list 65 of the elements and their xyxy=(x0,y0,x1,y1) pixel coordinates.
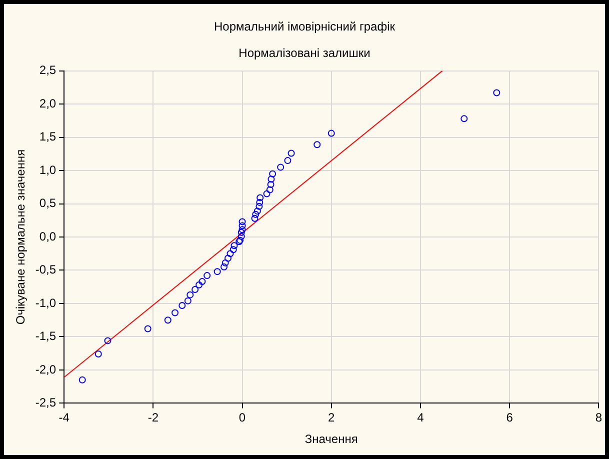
y-tick-label: 0,5 xyxy=(39,196,56,210)
point xyxy=(251,214,258,222)
point xyxy=(144,325,152,332)
y-tick-label: -2,5 xyxy=(35,396,56,410)
point xyxy=(268,176,275,183)
x-tick-label: 0 xyxy=(238,410,246,425)
x-axis-title: Значення xyxy=(304,432,358,446)
y-tick-label: 2,0 xyxy=(39,96,56,110)
point xyxy=(196,281,203,288)
chart-title: Нормальний імовірнісний графік xyxy=(214,20,396,34)
x-tick-label: -4 xyxy=(58,410,70,425)
point xyxy=(256,194,264,202)
point xyxy=(186,291,194,298)
point xyxy=(277,164,284,171)
x-tick-label: 4 xyxy=(417,410,424,425)
y-tick-label: -2,0 xyxy=(35,362,56,376)
point xyxy=(214,268,221,276)
point xyxy=(460,115,468,122)
point xyxy=(284,157,292,164)
point xyxy=(94,350,102,358)
y-tick-label: 1,0 xyxy=(39,162,56,177)
point xyxy=(226,250,234,258)
point xyxy=(256,198,264,206)
point xyxy=(267,180,274,188)
point xyxy=(256,202,263,210)
y-tick-label: -1,5 xyxy=(35,329,56,344)
chart-subtitle: Нормалізовані залишки xyxy=(238,46,370,60)
point xyxy=(269,170,276,178)
x-tick-label: 2 xyxy=(328,410,336,425)
point xyxy=(78,376,86,384)
point xyxy=(184,297,192,304)
x-tick-label: -2 xyxy=(148,410,159,425)
y-tick-label: 0,0 xyxy=(39,229,56,244)
y-axis-title: Очікуване нормальне значення xyxy=(14,149,28,325)
point xyxy=(230,246,237,254)
y-tick-label: -1,0 xyxy=(35,296,56,310)
point xyxy=(493,89,500,96)
point xyxy=(224,254,232,262)
point xyxy=(314,141,321,148)
point xyxy=(266,186,274,194)
point xyxy=(178,302,186,309)
point xyxy=(164,316,172,324)
point xyxy=(238,218,246,226)
y-tick-label: 1,5 xyxy=(39,130,56,144)
point xyxy=(104,337,112,344)
point xyxy=(222,259,229,266)
point xyxy=(220,263,228,270)
x-tick-label: 6 xyxy=(506,410,514,425)
point xyxy=(172,309,179,316)
point xyxy=(238,228,245,236)
point xyxy=(288,150,295,157)
point xyxy=(230,242,238,250)
point xyxy=(198,278,206,286)
y-tick-label: 2,5 xyxy=(39,63,56,78)
point xyxy=(204,272,211,280)
point xyxy=(238,232,245,240)
point xyxy=(192,286,199,294)
x-tick-label: 8 xyxy=(595,410,602,425)
point xyxy=(238,222,246,230)
point xyxy=(328,130,335,137)
point xyxy=(254,208,261,215)
point xyxy=(252,210,260,218)
y-tick-label: -0,5 xyxy=(35,262,56,277)
point xyxy=(263,190,270,198)
point xyxy=(238,226,246,234)
